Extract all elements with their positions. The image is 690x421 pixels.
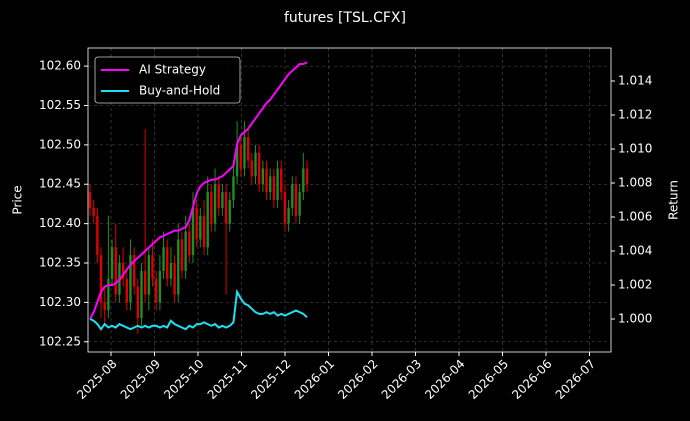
y-tick-label: 102.30	[39, 295, 81, 309]
y2-tick-label: 1.010	[618, 141, 652, 155]
candle-body	[257, 152, 261, 185]
series-line	[89, 288, 308, 331]
candle-body	[158, 270, 162, 303]
candle-body	[103, 302, 106, 311]
candle-body	[147, 255, 151, 295]
candle-body	[206, 192, 209, 248]
y2-tick-label: 1.002	[618, 278, 652, 292]
candle-body	[143, 270, 147, 295]
candle-body	[132, 255, 136, 287]
plot-frame	[87, 47, 612, 353]
candle-body	[228, 200, 231, 224]
candle-body	[217, 184, 220, 208]
y2-tick-label: 1.006	[618, 210, 652, 224]
candle-body	[232, 176, 235, 200]
y2-tick-label: 1.008	[618, 175, 652, 189]
candle-body	[291, 184, 294, 208]
y2-tick-label: 1.012	[618, 107, 652, 121]
candle-body	[202, 215, 206, 248]
candle-body	[107, 278, 110, 311]
legend-box	[94, 56, 241, 104]
candle-body	[136, 286, 140, 319]
candle-body	[298, 192, 301, 216]
candle-body	[129, 255, 132, 303]
candle-body	[276, 168, 279, 200]
y2-tick-label: 1.000	[618, 312, 652, 326]
y-tick-label: 102.40	[39, 216, 81, 230]
y2-axis-label: Return	[667, 180, 681, 220]
candle-body	[243, 136, 246, 169]
candle-body	[261, 168, 265, 185]
y-tick-label: 102.35	[39, 256, 81, 270]
candle-body	[121, 263, 125, 279]
candle-body	[173, 263, 176, 295]
candle-body	[235, 144, 239, 177]
y2-tick-label: 1.014	[618, 73, 652, 87]
candle-body	[191, 207, 195, 256]
candle-body	[166, 247, 169, 279]
candle-body	[140, 270, 143, 319]
series-line	[89, 61, 308, 320]
candle-body	[221, 192, 224, 208]
candle-body	[169, 263, 173, 279]
candle-body	[305, 168, 309, 185]
y-tick-label: 102.55	[39, 98, 81, 112]
candle-body	[287, 207, 290, 224]
candle-body	[210, 192, 213, 224]
candle-body	[96, 215, 99, 256]
candle-body	[88, 192, 92, 208]
candle-body	[125, 278, 128, 303]
candle-body	[188, 231, 191, 256]
legend-label: Buy-and-Hold	[139, 84, 220, 98]
y-axis-label: Price	[11, 185, 25, 214]
candle-body	[254, 152, 257, 177]
candle-body	[224, 192, 228, 224]
candle-body	[155, 278, 158, 303]
candle-body	[250, 160, 254, 177]
candle-body	[294, 184, 298, 216]
candle-body	[184, 231, 187, 271]
candle-body	[269, 176, 272, 193]
candle-body	[151, 255, 154, 279]
candle-body	[92, 207, 95, 216]
candle-body	[195, 207, 198, 240]
y-tick-label: 102.50	[39, 137, 81, 151]
candle-body	[272, 176, 276, 200]
candle-body	[114, 247, 117, 295]
candle-body	[302, 168, 305, 193]
y-tick-label: 102.60	[39, 59, 81, 73]
candle-body	[246, 136, 250, 161]
y-tick-label: 102.45	[39, 177, 81, 191]
y2-tick-label: 1.004	[618, 244, 652, 258]
candle-body	[239, 144, 242, 169]
candle-body	[265, 168, 268, 193]
candle-body	[283, 192, 287, 224]
candle-body	[180, 239, 184, 271]
candle-body	[177, 239, 180, 295]
candle-body	[162, 247, 165, 271]
candle-body	[199, 215, 202, 240]
candle-body	[110, 247, 114, 279]
candle-body	[99, 255, 103, 303]
candle-body	[280, 168, 283, 193]
legend-label: AI Strategy	[139, 63, 206, 77]
chart-title: futures [TSL.CFX]	[284, 10, 406, 26]
candle-body	[213, 184, 217, 224]
y-tick-label: 102.25	[39, 334, 81, 348]
